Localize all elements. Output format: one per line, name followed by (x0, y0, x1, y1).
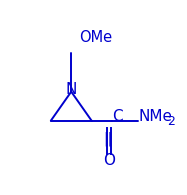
Text: 2: 2 (167, 115, 175, 128)
Text: C: C (112, 109, 123, 124)
Text: NMe: NMe (138, 109, 172, 124)
Text: ||: || (103, 132, 112, 146)
Text: OMe: OMe (79, 30, 112, 45)
Text: O: O (103, 153, 115, 168)
Text: N: N (65, 82, 77, 97)
